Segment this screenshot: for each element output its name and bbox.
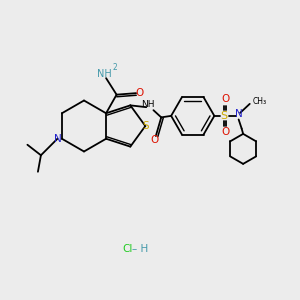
Text: O: O (222, 94, 230, 104)
Text: O: O (222, 128, 230, 137)
Text: – H: – H (132, 244, 148, 254)
Text: NH: NH (97, 69, 112, 79)
Text: N: N (53, 134, 61, 144)
Text: CH₃: CH₃ (252, 97, 266, 106)
Text: O: O (150, 136, 158, 146)
Text: Cl: Cl (122, 244, 133, 254)
Text: S: S (221, 111, 228, 121)
Text: 2: 2 (113, 63, 118, 72)
Text: NH: NH (142, 100, 155, 109)
Text: N: N (235, 110, 242, 119)
Text: O: O (136, 88, 144, 98)
Text: S: S (142, 121, 148, 131)
